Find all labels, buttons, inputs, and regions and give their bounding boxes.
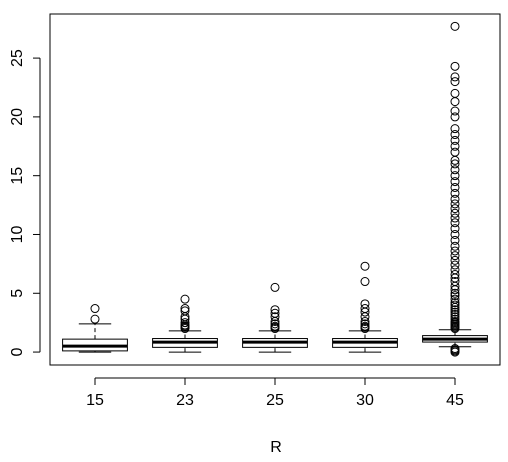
outlier — [450, 159, 460, 169]
outlier — [180, 306, 190, 316]
outlier — [450, 106, 460, 116]
outlier — [360, 316, 370, 326]
y-tick-label: 20 — [9, 108, 26, 126]
outlier — [450, 182, 460, 192]
outlier — [450, 229, 460, 239]
plot-frame — [49, 13, 501, 366]
outlier — [450, 305, 460, 315]
outlier — [450, 218, 460, 228]
outlier — [180, 318, 190, 328]
outlier — [450, 260, 460, 270]
outlier — [450, 235, 460, 245]
outlier — [450, 246, 460, 256]
outlier — [450, 208, 460, 218]
outlier — [450, 251, 460, 261]
x-tick-label: 25 — [266, 392, 284, 409]
outlier — [450, 288, 460, 298]
outlier — [450, 177, 460, 187]
outlier — [450, 213, 460, 223]
outlier — [450, 88, 460, 98]
outlier — [450, 130, 460, 140]
outlier — [450, 307, 460, 317]
outlier — [450, 112, 460, 122]
outlier — [450, 194, 460, 204]
outlier — [450, 294, 460, 304]
outlier — [450, 316, 460, 326]
outlier — [450, 141, 460, 151]
outlier — [450, 171, 460, 181]
outlier — [450, 224, 460, 234]
outlier — [270, 308, 280, 318]
x-tick-label: 23 — [176, 392, 194, 409]
y-tick-label: 25 — [9, 49, 26, 67]
outlier — [180, 294, 190, 304]
outlier — [90, 304, 100, 314]
outlier — [270, 319, 280, 329]
outlier — [360, 261, 370, 271]
outlier — [450, 199, 460, 209]
outlier — [270, 282, 280, 292]
outlier — [450, 97, 460, 107]
x-tick-label: 30 — [356, 392, 374, 409]
outlier — [450, 124, 460, 134]
outlier — [450, 269, 460, 279]
outlier — [450, 344, 460, 354]
outlier — [450, 188, 460, 198]
outlier — [360, 321, 370, 331]
outlier — [450, 312, 460, 322]
x-axis-label: R — [270, 439, 282, 456]
outlier — [270, 305, 280, 315]
outlier — [90, 314, 100, 324]
outlier — [450, 265, 460, 275]
outlier — [450, 255, 460, 265]
outlier — [450, 165, 460, 175]
outlier — [450, 298, 460, 308]
outlier — [360, 304, 370, 314]
x-tick-label: 45 — [446, 392, 464, 409]
y-tick-label: 10 — [9, 225, 26, 243]
x-tick-label: 15 — [86, 392, 104, 409]
outlier — [180, 304, 190, 314]
outlier — [270, 321, 280, 331]
outlier — [450, 204, 460, 214]
outlier — [270, 312, 280, 322]
outlier — [450, 309, 460, 319]
y-tick-label: 15 — [9, 167, 26, 185]
outlier — [450, 277, 460, 287]
outlier — [450, 291, 460, 301]
outlier — [450, 135, 460, 145]
outlier — [450, 77, 460, 87]
outlier — [450, 21, 460, 31]
outlier — [360, 277, 370, 287]
outlier — [450, 241, 460, 251]
outlier — [360, 319, 370, 329]
outlier — [450, 300, 460, 310]
outlier — [450, 61, 460, 71]
y-tick-label: 0 — [9, 348, 26, 357]
outlier — [450, 72, 460, 82]
outlier — [450, 147, 460, 157]
outlier — [450, 314, 460, 324]
y-tick-label: 5 — [9, 289, 26, 298]
outlier — [360, 299, 370, 309]
